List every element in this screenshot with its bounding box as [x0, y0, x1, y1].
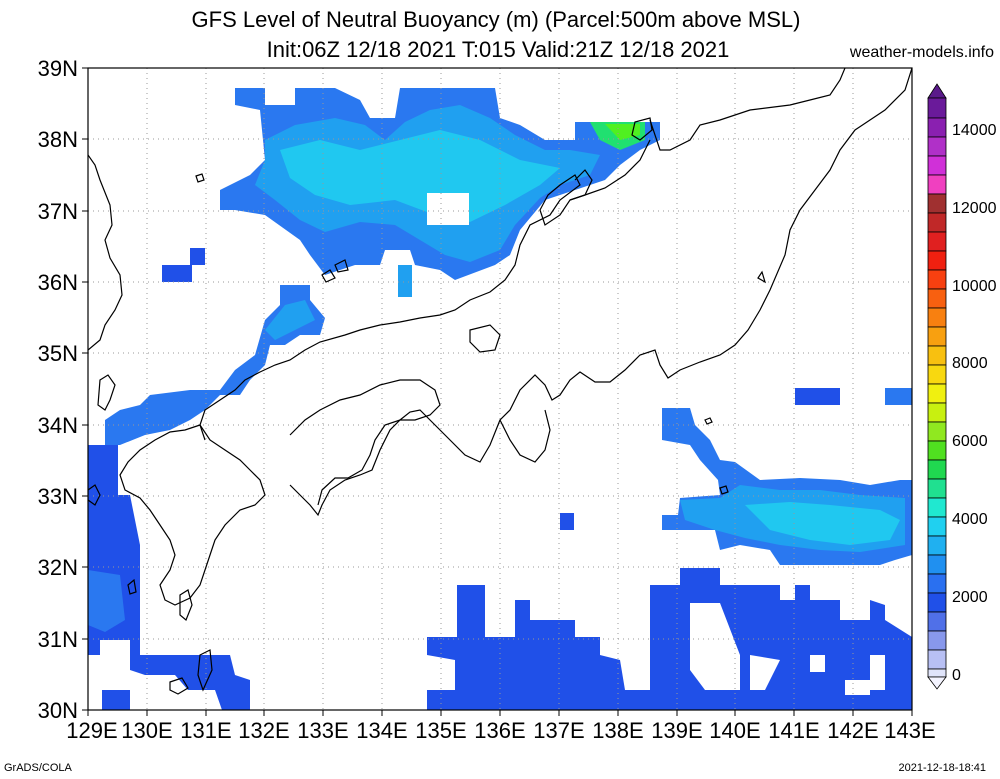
lon-label-133e: 133E: [297, 718, 349, 743]
tanegashima: [179, 589, 213, 692]
lon-label-139e: 139E: [651, 718, 703, 743]
field-small-patch-3: [398, 265, 412, 297]
colorbar-label-6000: 6000: [952, 433, 988, 450]
colorbar-label-0: 0: [952, 667, 961, 684]
credit-timestamp: 2021-12-18-18:41: [898, 762, 986, 774]
goto-islands: [88, 484, 101, 506]
noto-peninsula: [569, 169, 593, 201]
lon-label-138e: 138E: [592, 718, 644, 743]
lon-label-130e: 130E: [121, 718, 173, 743]
field-small-patch-2: [190, 248, 205, 265]
lon-label-140e: 140E: [709, 718, 761, 743]
lon-label-136e: 136E: [474, 718, 526, 743]
tsushima-island: [97, 374, 116, 411]
lat-label-38n: 38N: [37, 127, 78, 152]
lat-label-37n: 37N: [37, 199, 78, 224]
colorbar-label-14000: 14000: [952, 122, 997, 139]
field-north-sea-core: [280, 130, 560, 222]
lat-label-36n: 36N: [37, 270, 78, 295]
field-blank-patch: [427, 193, 469, 225]
site-label: weather-models.info: [849, 44, 994, 61]
shikoku-coast: [289, 379, 441, 506]
grid-lines: [88, 68, 912, 710]
rebun-island: [195, 173, 205, 183]
field-west-sea: [88, 445, 250, 710]
colorbar-label-10000: 10000: [952, 278, 997, 295]
lat-label-39n: 39N: [37, 56, 78, 81]
honshu-north-coast: [289, 68, 912, 517]
field-west-sea-inner: [88, 570, 125, 632]
yakushima: [127, 578, 189, 695]
field-east-patch-3: [560, 513, 574, 530]
lat-label-32n: 32N: [37, 555, 78, 580]
colorbar: [927, 83, 947, 690]
field-north-sea-strip-inner: [265, 300, 315, 340]
coastlines: [88, 68, 912, 695]
kii-peninsula: [499, 409, 551, 463]
field-east-patch-1: [795, 388, 840, 405]
lon-label-132e: 132E: [238, 718, 290, 743]
lat-label-35n: 35N: [37, 341, 78, 366]
colorbar-label-12000: 12000: [952, 200, 997, 217]
colorbar-label-2000: 2000: [952, 589, 988, 606]
awaji-island: [469, 324, 501, 353]
lon-label-137e: 137E: [533, 718, 585, 743]
lat-label-34n: 34N: [37, 413, 78, 438]
buoyancy-field: [88, 88, 912, 710]
field-north-green-core: [605, 124, 640, 140]
colorbar-label-8000: 8000: [952, 355, 988, 372]
lon-label-129e: 129E: [66, 718, 118, 743]
map-subtitle: Init:06Z 12/18 2021 T:015 Valid:21Z 12/1…: [266, 37, 730, 62]
map-title: GFS Level of Neutral Buoyancy (m) (Parce…: [191, 7, 801, 32]
oki-islands: [321, 259, 349, 283]
kyushu-coast: [119, 424, 266, 606]
honshu-sea-coast: [199, 139, 651, 441]
axis-ticks: [82, 67, 913, 716]
colorbar-bottom-triangle: [927, 676, 947, 690]
lat-label-31n: 31N: [37, 627, 78, 652]
colorbar-top-triangle: [927, 83, 947, 99]
field-south-gaps: [620, 600, 885, 695]
credit-left: GrADS/COLA: [4, 762, 72, 774]
lat-label-33n: 33N: [37, 484, 78, 509]
colorbar-label-4000: 4000: [952, 511, 988, 528]
field-small-patch-1: [162, 265, 192, 282]
korea-coast: [88, 154, 123, 351]
lon-label-141e: 141E: [768, 718, 820, 743]
field-east-ocean-core: [745, 502, 900, 545]
lon-label-134e: 134E: [356, 718, 408, 743]
lon-label-131e: 131E: [180, 718, 232, 743]
lon-label-143e: 143E: [884, 718, 936, 743]
field-east-patch-2: [885, 388, 912, 405]
field-west-patch: [102, 690, 130, 710]
lat-label-30n: 30N: [37, 698, 78, 723]
izu-islands: [704, 270, 767, 495]
field-south-ocean: [427, 568, 912, 710]
sado-island: [631, 117, 653, 141]
lon-label-142e: 142E: [827, 718, 879, 743]
lon-label-135e: 135E: [415, 718, 467, 743]
